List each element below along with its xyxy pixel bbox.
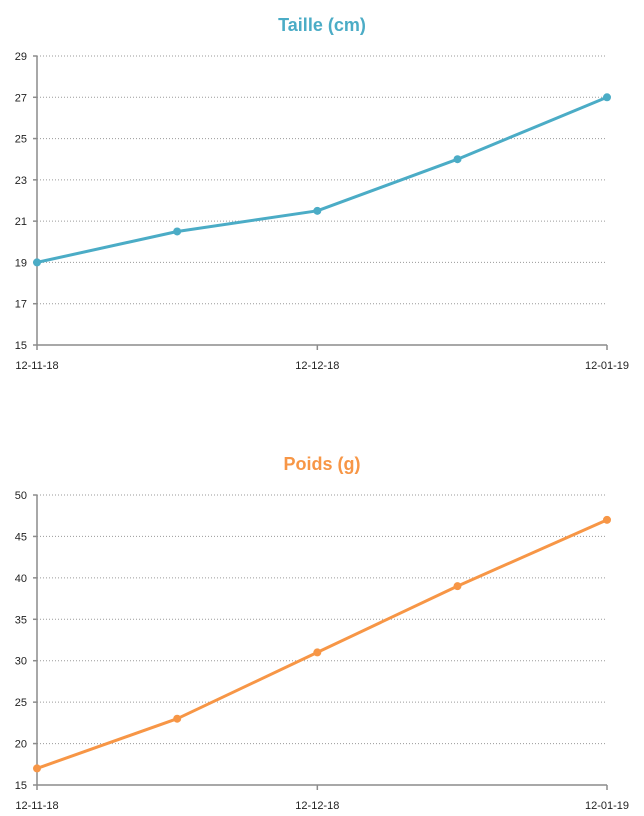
data-point <box>33 764 41 773</box>
taille-chart: Taille (cm) 15 17 19 21 23 25 27 29 12-11-18 12-1… <box>15 15 629 372</box>
y-tick-label: 45 <box>15 531 27 543</box>
y-tick-label: 20 <box>15 739 27 751</box>
x-tick-label: 12-01-19 <box>585 800 629 812</box>
x-tick-label: 12-01-19 <box>585 360 629 372</box>
y-tick-label: 15 <box>15 780 27 792</box>
x-tick-label: 12-11-18 <box>15 360 58 372</box>
y-tick-label: 21 <box>15 216 27 228</box>
y-tick-label: 23 <box>15 175 27 187</box>
y-tick-label: 35 <box>15 614 27 626</box>
data-point <box>453 155 462 164</box>
data-point <box>173 714 182 723</box>
y-tick-label: 50 <box>15 490 27 502</box>
data-point <box>313 648 322 657</box>
data-point <box>603 93 611 102</box>
series-line <box>36 518 608 770</box>
poids-chart: Poids (g) 15 20 25 30 35 40 45 50 12-11-18 12-12-… <box>15 454 629 812</box>
chart-title: Taille (cm) <box>278 15 366 35</box>
data-point <box>33 258 41 267</box>
y-tick-label: 30 <box>15 656 27 668</box>
y-tick-label: 17 <box>15 299 27 311</box>
y-tick-label: 27 <box>15 92 27 104</box>
chart-title: Poids (g) <box>284 454 361 474</box>
data-point <box>313 206 322 215</box>
data-point <box>603 515 611 524</box>
x-tick-label: 12-12-18 <box>295 800 339 812</box>
y-tick-label: 15 <box>15 340 27 352</box>
y-tick-label: 25 <box>15 134 27 146</box>
y-tick-label: 29 <box>15 51 27 63</box>
y-tick-label: 25 <box>15 697 27 709</box>
y-tick-label: 19 <box>15 257 27 269</box>
data-point <box>453 582 462 591</box>
data-point <box>173 227 182 236</box>
x-tick-label: 12-11-18 <box>15 800 58 812</box>
x-tick-label: 12-12-18 <box>295 360 339 372</box>
y-tick-label: 40 <box>15 573 27 585</box>
